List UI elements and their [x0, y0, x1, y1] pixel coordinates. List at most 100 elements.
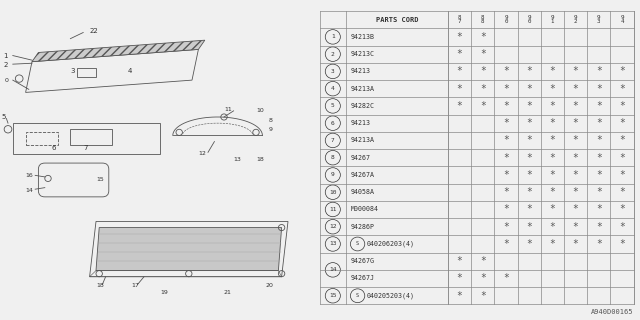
- Text: *: *: [619, 84, 625, 94]
- Text: A940D00165: A940D00165: [591, 309, 634, 315]
- Text: 9
2: 9 2: [574, 15, 577, 24]
- Text: *: *: [480, 291, 486, 301]
- Text: 2: 2: [3, 62, 8, 68]
- Text: 94282C: 94282C: [351, 103, 374, 109]
- Text: 4: 4: [128, 68, 132, 74]
- Text: *: *: [526, 118, 532, 128]
- Text: *: *: [457, 84, 463, 94]
- Text: *: *: [596, 239, 602, 249]
- Text: *: *: [526, 187, 532, 197]
- Text: 040206203(4): 040206203(4): [366, 241, 414, 247]
- Text: 19: 19: [160, 290, 168, 295]
- Text: 14: 14: [26, 188, 33, 193]
- Text: *: *: [550, 118, 556, 128]
- Text: 9
0: 9 0: [527, 15, 531, 24]
- Polygon shape: [96, 228, 282, 271]
- Text: 94267A: 94267A: [351, 172, 374, 178]
- Text: S: S: [356, 242, 359, 246]
- Text: 13: 13: [329, 242, 337, 246]
- Text: 8
8: 8 8: [481, 15, 484, 24]
- Text: 9: 9: [331, 172, 335, 178]
- Text: *: *: [596, 153, 602, 163]
- Text: *: *: [550, 222, 556, 232]
- Text: *: *: [457, 291, 463, 301]
- Text: *: *: [480, 32, 486, 42]
- Text: *: *: [503, 204, 509, 214]
- Text: *: *: [596, 118, 602, 128]
- Text: 7: 7: [83, 145, 88, 151]
- Text: 13: 13: [234, 157, 241, 163]
- Text: *: *: [526, 67, 532, 76]
- Text: 2: 2: [331, 52, 335, 57]
- Text: *: *: [503, 67, 509, 76]
- Text: *: *: [573, 222, 579, 232]
- Text: *: *: [596, 204, 602, 214]
- Text: *: *: [550, 239, 556, 249]
- Text: 21: 21: [224, 290, 232, 295]
- Text: *: *: [596, 170, 602, 180]
- Text: *: *: [619, 170, 625, 180]
- Text: *: *: [526, 153, 532, 163]
- Text: 9
3: 9 3: [597, 15, 600, 24]
- Text: *: *: [550, 170, 556, 180]
- Text: *: *: [573, 187, 579, 197]
- Text: 5: 5: [2, 114, 6, 120]
- Text: *: *: [596, 67, 602, 76]
- Text: *: *: [457, 67, 463, 76]
- Text: 94213: 94213: [351, 68, 371, 75]
- Text: 94213A: 94213A: [351, 86, 374, 92]
- Text: *: *: [596, 84, 602, 94]
- Text: *: *: [457, 256, 463, 266]
- Text: M000084: M000084: [351, 206, 378, 212]
- Text: 9
1: 9 1: [550, 15, 554, 24]
- Text: *: *: [503, 222, 509, 232]
- Text: *: *: [457, 49, 463, 59]
- Text: 1: 1: [3, 52, 8, 59]
- Text: 3: 3: [70, 68, 75, 74]
- Text: *: *: [550, 153, 556, 163]
- Bar: [77, 68, 96, 77]
- Text: 7: 7: [331, 138, 335, 143]
- Text: *: *: [550, 101, 556, 111]
- Text: 94213: 94213: [351, 120, 371, 126]
- Text: *: *: [503, 135, 509, 145]
- Text: *: *: [480, 274, 486, 284]
- Text: 94058A: 94058A: [351, 189, 374, 195]
- Text: *: *: [480, 84, 486, 94]
- Text: 3: 3: [331, 69, 335, 74]
- Text: *: *: [526, 135, 532, 145]
- Text: *: *: [503, 239, 509, 249]
- Text: *: *: [526, 222, 532, 232]
- Text: 11: 11: [329, 207, 337, 212]
- Text: *: *: [619, 67, 625, 76]
- Text: *: *: [550, 204, 556, 214]
- Text: 18: 18: [256, 157, 264, 163]
- Text: *: *: [550, 67, 556, 76]
- Text: *: *: [573, 153, 579, 163]
- Text: 4: 4: [331, 86, 335, 91]
- Text: *: *: [526, 170, 532, 180]
- Text: *: *: [573, 170, 579, 180]
- Text: *: *: [619, 187, 625, 197]
- Text: *: *: [503, 187, 509, 197]
- Text: S: S: [356, 293, 359, 298]
- Text: *: *: [457, 32, 463, 42]
- Text: 12: 12: [198, 151, 206, 156]
- Text: 6: 6: [331, 121, 335, 126]
- Text: *: *: [457, 101, 463, 111]
- Text: *: *: [619, 101, 625, 111]
- Text: *: *: [619, 153, 625, 163]
- Text: 9
4: 9 4: [620, 15, 624, 24]
- Text: *: *: [573, 118, 579, 128]
- Text: 18: 18: [96, 284, 104, 288]
- Text: *: *: [619, 135, 625, 145]
- Text: 10: 10: [329, 190, 337, 195]
- Text: *: *: [503, 118, 509, 128]
- Polygon shape: [32, 40, 205, 62]
- Text: 8: 8: [331, 155, 335, 160]
- Text: *: *: [573, 135, 579, 145]
- Text: *: *: [619, 239, 625, 249]
- Text: 94267J: 94267J: [351, 276, 374, 282]
- Text: *: *: [619, 222, 625, 232]
- Text: *: *: [480, 101, 486, 111]
